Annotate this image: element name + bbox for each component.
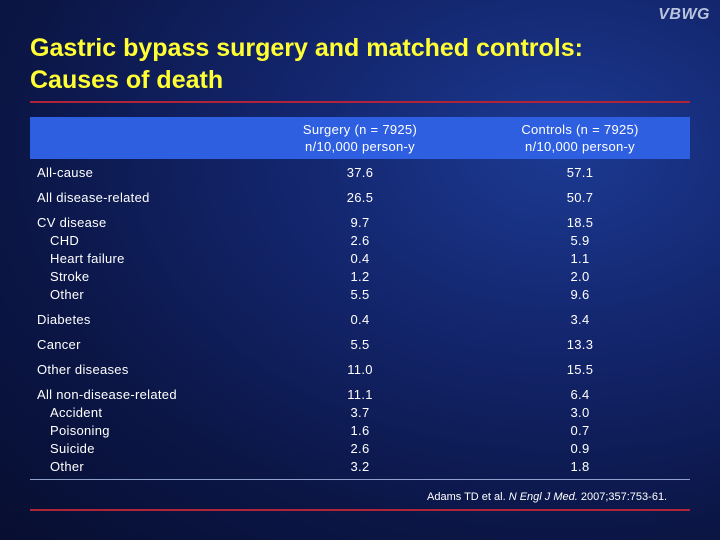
surgery-value: 2.6 (350, 441, 370, 456)
row-label: Other diseases (37, 362, 129, 377)
surgery-value: 11.1 (347, 387, 373, 402)
surgery-header-line-1: Surgery (n = 7925) (302, 122, 418, 137)
controls-value: 3.0 (570, 405, 590, 420)
row-label: Accident (50, 405, 103, 420)
controls-value: 5.9 (570, 233, 590, 248)
controls-value: 18.5 (566, 215, 594, 230)
vbwg-logo: VBWG (658, 6, 710, 23)
group-labels: CV disease CHD Heart failure Stroke Othe… (37, 214, 125, 304)
controls-header-line-2: n/10,000 person-y (525, 139, 635, 154)
controls-value: 13.3 (566, 337, 594, 352)
reference-volume: 2007;357:753-61. (577, 491, 668, 503)
surgery-column-header: Surgery (n = 7925) n/10,000 person-y (280, 121, 440, 155)
table-bottom-line (30, 479, 690, 480)
surgery-value: 5.5 (350, 337, 370, 352)
controls-value: 0.7 (570, 423, 590, 438)
controls-header-line-1: Controls (n = 7925) (521, 122, 639, 137)
row-label: Other (50, 459, 85, 474)
controls-value: 6.4 (570, 387, 590, 402)
surgery-value: 1.6 (350, 423, 370, 438)
surgery-value: 2.6 (350, 233, 370, 248)
row-label: Stroke (50, 269, 90, 284)
surgery-value: 3.2 (350, 459, 370, 474)
title-line-2: Causes of death (30, 66, 224, 94)
surgery-value: 1.2 (350, 269, 370, 284)
row-label: All non-disease-related (37, 387, 177, 402)
table-header: Surgery (n = 7925) n/10,000 person-y Con… (30, 117, 690, 159)
reference-authors: Adams TD et al. (427, 491, 509, 503)
row-label: All disease-related (37, 190, 150, 205)
row-label: All-cause (37, 165, 94, 180)
surgery-value: 37.6 (346, 165, 374, 180)
controls-values: 6.4 3.0 0.7 0.9 1.8 (550, 386, 610, 476)
group-labels: All non-disease-related Accident Poisoni… (37, 386, 177, 476)
surgery-value: 3.7 (350, 405, 370, 420)
slide-title: Gastric bypass surgery and matched contr… (30, 32, 690, 96)
controls-value: 1.8 (570, 459, 590, 474)
top-divider (30, 101, 690, 103)
controls-value: 9.6 (570, 287, 590, 302)
surgery-values: 9.7 2.6 0.4 1.2 5.5 (330, 214, 390, 304)
title-line-1: Gastric bypass surgery and matched contr… (30, 34, 583, 62)
row-label: CHD (50, 233, 80, 248)
controls-value: 57.1 (566, 165, 594, 180)
surgery-value: 26.5 (346, 190, 374, 205)
surgery-value: 0.4 (350, 312, 370, 327)
surgery-value: 0.4 (350, 251, 370, 266)
row-label: Suicide (50, 441, 95, 456)
surgery-value: 11.0 (347, 362, 373, 377)
bottom-divider (30, 509, 690, 511)
controls-column-header: Controls (n = 7925) n/10,000 person-y (500, 121, 660, 155)
surgery-header-line-2: n/10,000 person-y (305, 139, 415, 154)
row-label: Heart failure (50, 251, 125, 266)
controls-value: 15.5 (566, 362, 594, 377)
reference-citation: Adams TD et al. N Engl J Med. 2007;357:7… (427, 491, 667, 503)
surgery-values: 11.1 3.7 1.6 2.6 3.2 (330, 386, 390, 476)
controls-value: 50.7 (566, 190, 594, 205)
row-label: Cancer (37, 337, 81, 352)
row-label: Diabetes (37, 312, 91, 327)
surgery-value: 5.5 (350, 287, 370, 302)
controls-values: 18.5 5.9 1.1 2.0 9.6 (550, 214, 610, 304)
reference-journal: N Engl J Med. (508, 491, 578, 503)
row-label: CV disease (37, 215, 107, 230)
controls-value: 1.1 (570, 251, 590, 266)
controls-value: 2.0 (570, 269, 590, 284)
row-label: Poisoning (50, 423, 110, 438)
surgery-value: 9.7 (350, 215, 370, 230)
controls-value: 3.4 (570, 312, 590, 327)
row-label: Other (50, 287, 85, 302)
controls-value: 0.9 (570, 441, 590, 456)
